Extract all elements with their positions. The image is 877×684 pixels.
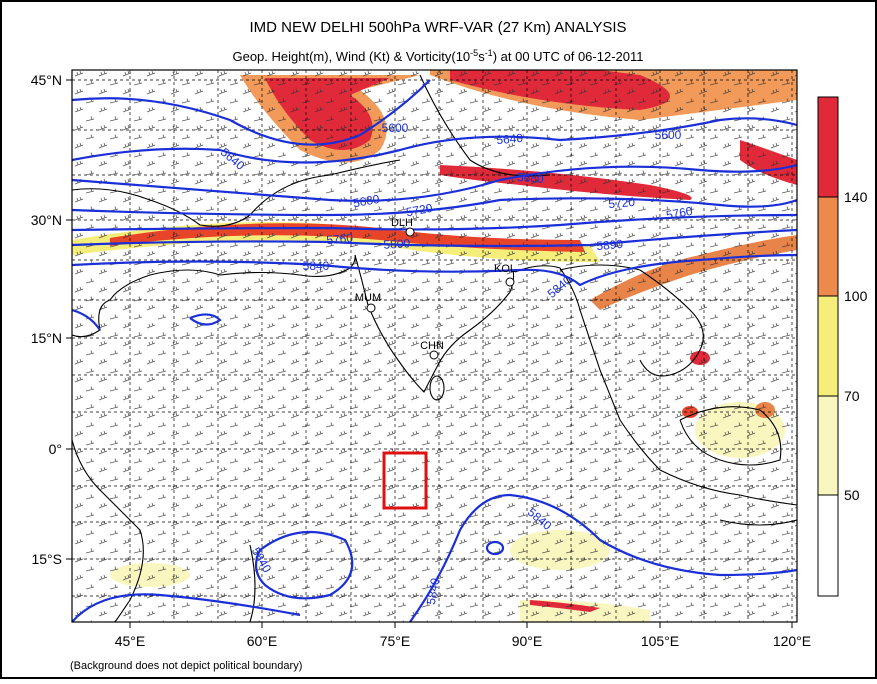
footnote: (Background does not depict political bo…	[70, 660, 302, 672]
contour-label: 5800	[383, 236, 411, 251]
title: IMD NEW DELHI 500hPa WRF-VAR (27 Km) ANA…	[249, 19, 626, 36]
axis-ticks	[66, 79, 793, 628]
longitude-label: 105°E	[641, 633, 679, 649]
longitude-label: 60°E	[247, 633, 278, 649]
contour-label: 5760	[326, 231, 354, 247]
colorbar-label: 50	[844, 487, 860, 503]
contour-label: 5890	[596, 237, 624, 253]
station-label: MUM	[355, 292, 381, 304]
coastlines	[72, 74, 797, 622]
station-label: KOL	[494, 263, 516, 275]
contour-label: 5840	[424, 577, 442, 606]
latitude-label: 0°	[49, 441, 62, 457]
station-label: CHN	[420, 340, 444, 352]
colorbar-label: 70	[844, 388, 860, 404]
station-markers	[366, 227, 515, 360]
subtitle-part: ) at 00 UTC of 06-12-2011	[493, 49, 644, 64]
contour-label: 5760	[665, 204, 694, 222]
contour-label: 5840	[303, 259, 330, 273]
longitude-label: 90°E	[512, 633, 543, 649]
contour-label: 5680	[516, 170, 544, 186]
latitude-label: 15°S	[31, 551, 62, 567]
longitude-label: 45°E	[115, 633, 146, 649]
contour-label: 5600	[655, 128, 682, 142]
latitude-label: 30°N	[31, 212, 62, 228]
subtitle: Geop. Height(m), Wind (Kt) & Vorticity(1…	[232, 48, 643, 64]
latitude-label: 15°N	[31, 330, 62, 346]
superscript: -5	[470, 48, 478, 58]
height-contours	[72, 79, 797, 622]
contour-label: 5600	[382, 121, 409, 135]
contour-label: 5640	[496, 131, 524, 147]
subtitle-part: s	[478, 49, 485, 64]
contour-label: 5680	[352, 192, 381, 210]
highlight-box	[382, 451, 428, 510]
graticule	[72, 70, 797, 622]
contour-label: 5720	[608, 195, 636, 211]
subtitle-part: Geop. Height(m), Wind (Kt) & Vorticity(1…	[232, 49, 470, 64]
latitude-label: 45°N	[31, 72, 62, 88]
map	[72, 70, 797, 622]
longitude-label: 120°E	[773, 633, 811, 649]
longitude-label: 75°E	[380, 633, 411, 649]
map-border	[71, 69, 798, 623]
colorbar-label: 100	[844, 288, 868, 304]
station-label: DLH	[391, 217, 413, 229]
contour-label: 5720	[405, 201, 434, 219]
colorbar-label: 140	[844, 189, 868, 205]
superscript: -1	[485, 48, 493, 58]
colorbar	[817, 96, 839, 597]
